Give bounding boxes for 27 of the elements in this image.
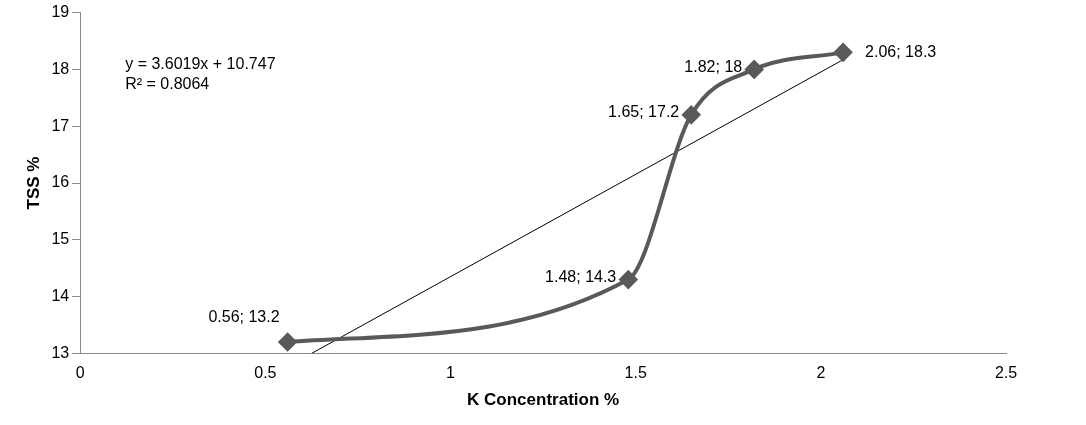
x-axis-title: K Concentration % [467, 390, 620, 410]
y-tick-label: 19 [51, 3, 70, 21]
x-tick-label: 1 [446, 364, 456, 382]
x-tick-label: 0 [75, 364, 85, 382]
data-label: 2.06; 18.3 [865, 42, 937, 60]
annotation: R² = 0.8064 [125, 75, 210, 93]
x-tick-label: 1.5 [624, 364, 647, 382]
x-tick-label: 2 [816, 364, 826, 382]
data-label: 1.48; 14.3 [545, 267, 617, 285]
point [682, 105, 701, 124]
point [745, 60, 764, 79]
y-tick-label: 14 [51, 287, 70, 305]
y-tick-label: 16 [51, 173, 70, 191]
point [278, 333, 297, 352]
y-axis-title: TSS % [23, 156, 43, 210]
x-tick-label: 0.5 [254, 364, 277, 382]
data-label: 1.65; 17.2 [608, 103, 680, 121]
y-tick-label: 13 [51, 343, 70, 361]
y-tick-label: 15 [51, 230, 70, 248]
point [619, 270, 638, 289]
data-label: 1.82; 18 [684, 57, 743, 75]
data-label: 0.56; 13.2 [208, 308, 280, 326]
y-tick-label: 17 [51, 116, 70, 134]
annotation: y = 3.6019x + 10.747 [125, 55, 276, 73]
y-tick-label: 18 [51, 59, 70, 77]
point [834, 43, 853, 62]
x-tick-label: 2.5 [994, 364, 1018, 382]
